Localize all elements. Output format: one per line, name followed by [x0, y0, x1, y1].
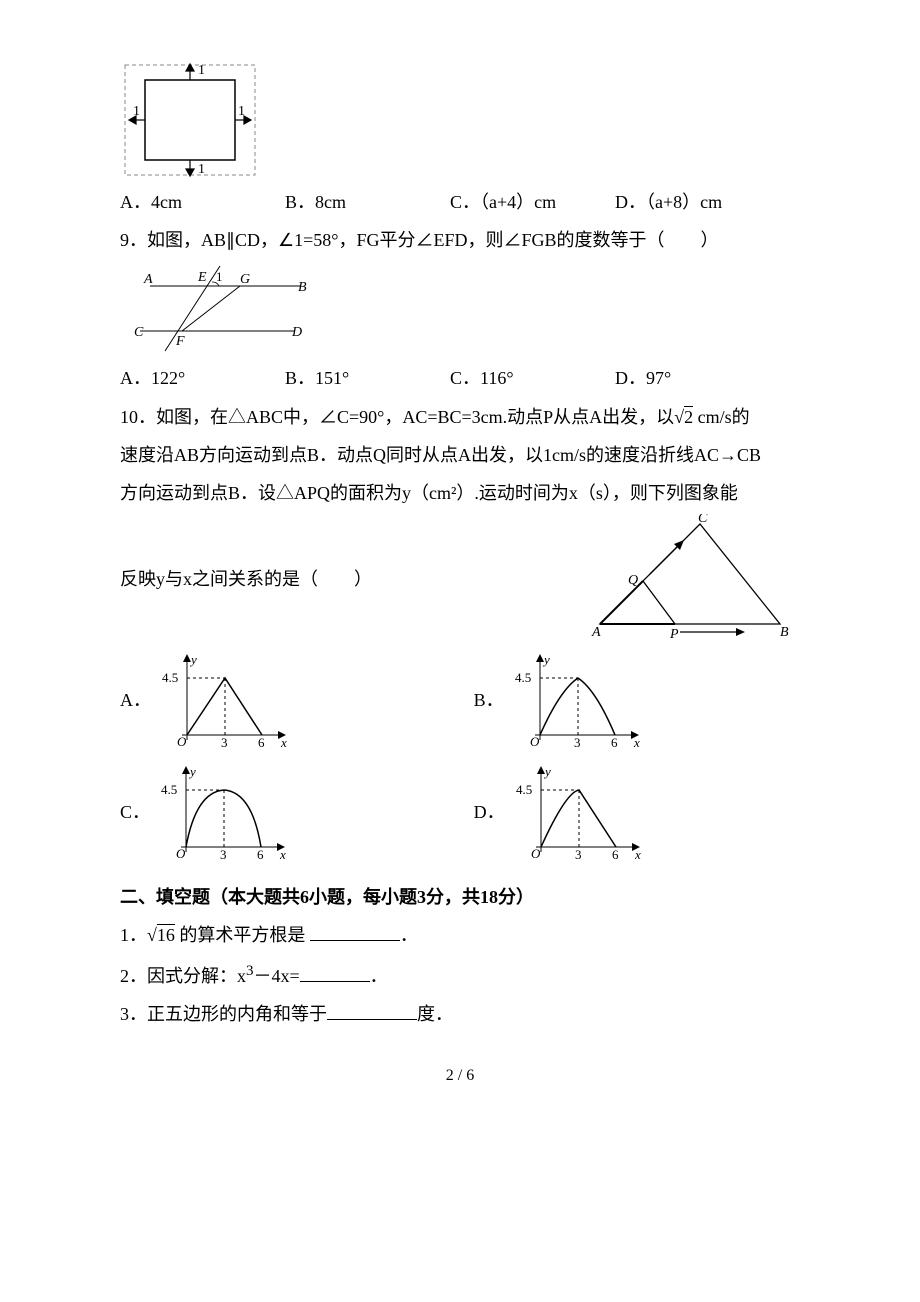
q9-choice-c: C．116°: [450, 361, 615, 395]
svg-text:1: 1: [133, 104, 140, 119]
sqrt2: √2: [674, 406, 693, 427]
svg-text:6: 6: [612, 847, 619, 862]
svg-text:O: O: [176, 846, 186, 861]
q9-choice-b: B．151°: [285, 361, 450, 395]
chart-D-label: D．: [474, 795, 505, 829]
q10-line1b: cm/s的: [698, 407, 750, 427]
s2-q1-num: 1．: [120, 925, 147, 945]
svg-text:6: 6: [611, 735, 618, 750]
svg-text:3: 3: [221, 735, 228, 750]
q10-charts: A． y x O 4.5 3 6 B．: [120, 644, 800, 868]
s2-q3-a: 3．正五边形的内角和等于: [120, 1004, 327, 1024]
q10-line1a: 10．如图，在△ABC中，∠C=90°，AC=BC=3cm.动点P从点A出发，以: [120, 407, 674, 427]
svg-text:x: x: [634, 847, 641, 862]
sqrt16: √16: [147, 924, 175, 945]
section2-title: 二、填空题（本大题共6小题，每小题3分，共18分）: [120, 880, 800, 914]
svg-text:1: 1: [198, 162, 205, 177]
q9-svg: A B C D E F G 1: [120, 261, 320, 361]
svg-text:1: 1: [216, 269, 223, 284]
s2-q2-sup: 3: [246, 963, 254, 979]
q10-line3: 方向运动到点B．设△APQ的面积为y（cm²）.运动时间为x（s），则下列图象能: [120, 476, 800, 510]
q8-choice-c: C．（a+4）cm: [450, 185, 615, 219]
svg-text:x: x: [633, 735, 640, 750]
svg-text:O: O: [531, 846, 541, 861]
svg-text:6: 6: [257, 847, 264, 862]
chart-A: A． y x O 4.5 3 6: [120, 650, 446, 750]
q9-text: 9．如图，AB∥CD，∠1=58°，FG平分∠EFD，则∠FGB的度数等于（ ）: [120, 223, 800, 257]
q9-figure: A B C D E F G 1: [120, 261, 800, 361]
svg-text:E: E: [197, 270, 207, 285]
chart-C-label: C．: [120, 795, 150, 829]
q9-choice-a: A．122°: [120, 361, 285, 395]
s2-q2-a: 2．因式分解：x: [120, 966, 246, 986]
svg-text:1: 1: [238, 104, 245, 119]
svg-text:C: C: [134, 325, 144, 340]
svg-text:A: A: [143, 272, 153, 287]
svg-text:A: A: [591, 625, 601, 640]
s2-q2: 2．因式分解：x3－4x= ．: [120, 957, 800, 993]
chart-B: B． y x O 4.5 3 6: [474, 650, 800, 750]
svg-text:y: y: [543, 764, 551, 779]
svg-text:4.5: 4.5: [162, 670, 178, 685]
svg-text:C: C: [698, 514, 708, 526]
chart-A-label: A．: [120, 683, 151, 717]
svg-text:P: P: [669, 627, 679, 642]
page: 1 1 1 1 A．4cm B．8cm C．（a+4）cm D．（a+8）cm …: [0, 0, 920, 1131]
svg-text:F: F: [175, 334, 185, 349]
q8-svg: 1 1 1 1: [120, 60, 265, 185]
q8-choice-d: D．（a+8）cm: [615, 185, 780, 219]
s2-q2-b: －4x=: [254, 966, 300, 986]
chart-C: C． y x O 4.5 3 6: [120, 762, 446, 862]
svg-text:3: 3: [574, 735, 581, 750]
page-footer: 2 / 6: [120, 1061, 800, 1091]
blank1: [310, 922, 400, 941]
svg-text:y: y: [542, 652, 550, 667]
s2-q1: 1．√16 的算术平方根是 ．: [120, 918, 800, 952]
s2-q3-b: 度．: [417, 1004, 453, 1024]
svg-text:Q: Q: [628, 573, 638, 588]
chart-A-svg: y x O 4.5 3 6: [157, 650, 297, 750]
q10-line1: 10．如图，在△ABC中，∠C=90°，AC=BC=3cm.动点P从点A出发，以…: [120, 400, 800, 434]
svg-text:O: O: [530, 734, 540, 749]
blank2: [300, 963, 370, 982]
svg-text:O: O: [177, 734, 187, 749]
chart-B-label: B．: [474, 683, 504, 717]
svg-text:4.5: 4.5: [515, 670, 531, 685]
svg-text:4.5: 4.5: [516, 782, 532, 797]
svg-text:3: 3: [220, 847, 227, 862]
s2-q1-end: ．: [400, 925, 418, 945]
q10-line4: 反映y与x之间关系的是（ ）: [120, 562, 372, 596]
q8-choice-a: A．4cm: [120, 185, 285, 219]
chart-D-svg: y x O 4.5 3 6: [511, 762, 651, 862]
svg-text:3: 3: [575, 847, 582, 862]
s2-q3: 3．正五边形的内角和等于 度．: [120, 997, 800, 1031]
svg-text:D: D: [291, 325, 302, 340]
s2-q2-c: ．: [370, 966, 388, 986]
q9-choices: A．122° B．151° C．116° D．97°: [120, 361, 800, 395]
q10-line2: 速度沿AB方向运动到点B．动点Q同时从点A出发，以1cm/s的速度沿折线AC→C…: [120, 438, 800, 472]
chart-B-svg: y x O 4.5 3 6: [510, 650, 650, 750]
svg-text:6: 6: [258, 735, 265, 750]
chart-C-svg: y x O 4.5 3 6: [156, 762, 296, 862]
svg-text:y: y: [188, 764, 196, 779]
svg-text:x: x: [279, 847, 286, 862]
q9-choice-d: D．97°: [615, 361, 780, 395]
svg-text:4.5: 4.5: [161, 782, 177, 797]
q8-figure: 1 1 1 1: [120, 60, 800, 185]
svg-text:B: B: [298, 280, 307, 295]
svg-text:1: 1: [198, 63, 205, 78]
svg-text:G: G: [240, 272, 250, 287]
svg-text:B: B: [780, 625, 789, 640]
blank3: [327, 1001, 417, 1020]
q8-choice-b: B．8cm: [285, 185, 450, 219]
q10-triangle-svg: A B C P Q: [580, 514, 800, 644]
chart-D: D． y x O 4.5 3 6: [474, 762, 800, 862]
q8-choices: A．4cm B．8cm C．（a+4）cm D．（a+8）cm: [120, 185, 800, 219]
q10-line4-row: 反映y与x之间关系的是（ ） A B C P Q: [120, 514, 800, 644]
s2-q1-mid: 的算术平方根是: [179, 925, 310, 945]
svg-text:x: x: [280, 735, 287, 750]
svg-text:y: y: [189, 652, 197, 667]
